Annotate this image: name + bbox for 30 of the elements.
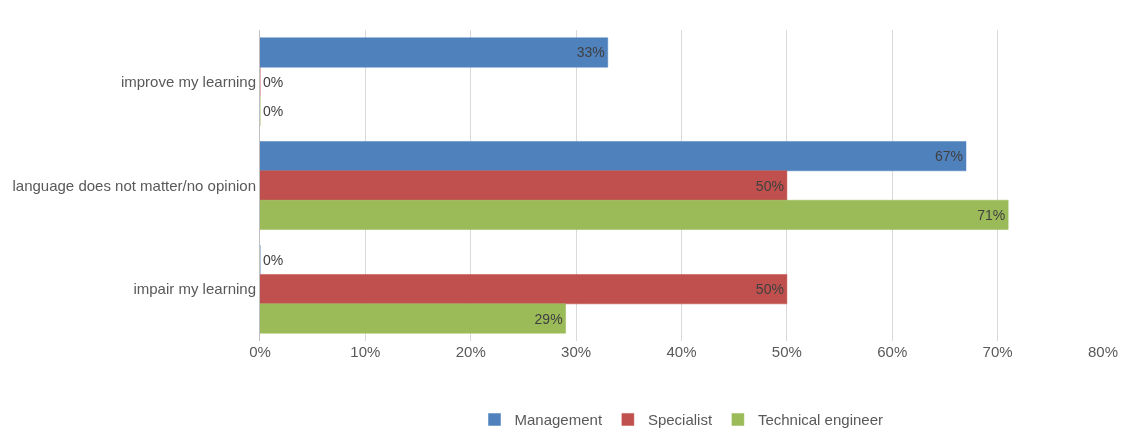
x-tick-label: 70% <box>982 343 1013 360</box>
x-tick-label: 0% <box>249 343 271 360</box>
x-tick-label: 40% <box>666 343 697 360</box>
bar <box>260 37 608 68</box>
x-tick-label: 80% <box>1087 343 1119 360</box>
x-tick-label: 10% <box>350 343 381 360</box>
x-tick-label: 50% <box>771 343 802 360</box>
bar <box>260 274 788 305</box>
legend-label: Technical engineer <box>757 411 884 429</box>
data-label: 67% <box>934 148 964 165</box>
bar <box>260 199 1009 230</box>
data-label: 71% <box>977 206 1006 223</box>
data-label: 50% <box>755 177 784 194</box>
data-label: 50% <box>755 281 784 298</box>
x-tick-label: 20% <box>455 343 486 360</box>
y-tick-label: impair my learning <box>133 280 256 298</box>
data-label: 0% <box>263 73 284 90</box>
y-tick-label: improve my learning <box>120 73 256 91</box>
y-tick-label: language does not matter/no opinion <box>12 176 256 194</box>
bar <box>260 141 967 172</box>
data-label: 0% <box>263 251 284 268</box>
data-label: 0% <box>263 103 284 120</box>
x-tick-label: 30% <box>561 343 592 360</box>
x-tick-label: 60% <box>877 343 908 360</box>
legend-label: Specialist <box>647 411 713 429</box>
bar <box>260 303 566 334</box>
data-label: 33% <box>576 44 605 61</box>
data-label: 29% <box>534 310 563 327</box>
bar <box>260 170 788 201</box>
legend-label: Management <box>514 411 603 429</box>
